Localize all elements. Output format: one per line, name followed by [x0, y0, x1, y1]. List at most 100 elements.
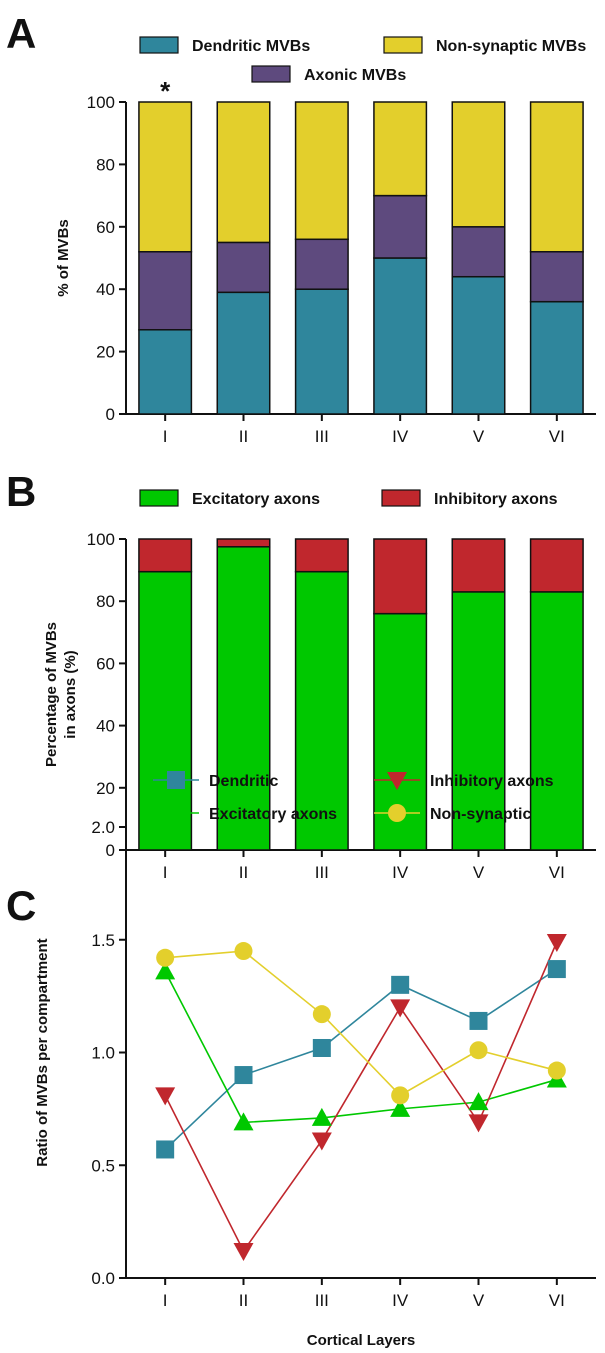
panel-a-y-tick-label: 0: [106, 405, 115, 424]
panel-a-bar-non-synaptic-mvbs: [216, 101, 271, 244]
panel-c-point-excitatory-axons: [155, 961, 176, 980]
panel-c-point-dendritic: [156, 1140, 175, 1159]
panel-c-point-inhibitory-axons: [233, 1242, 254, 1261]
panel-c-x-tick-label: VI: [549, 1291, 565, 1310]
panel-a-bar-dendritic-mvbs: [373, 257, 428, 415]
panel-b-bar-inhibitory-axons: [216, 538, 271, 548]
panel-a-bar-dendritic-mvbs: [294, 288, 349, 415]
panel-b-x-tick-label: I: [163, 863, 168, 882]
panel-a-y-tick-label: 40: [96, 280, 115, 299]
panel-c-legend-marker-non-synaptic: [388, 804, 406, 822]
panel-c-legend-label-inhibitory-axons: Inhibitory axons: [430, 773, 554, 790]
panel-c-x-tick-label: III: [315, 1291, 329, 1310]
panel-a-bar-dendritic-mvbs: [138, 329, 193, 415]
panel-c-y-tick-label: 2.0: [91, 818, 115, 837]
panel-c-legend-label-non-synaptic: Non-synaptic: [430, 806, 531, 823]
panel-c-x-tick-label: IV: [392, 1291, 409, 1310]
panel-c-point-dendritic: [312, 1038, 331, 1057]
panel-a-bar-dendritic-mvbs: [216, 291, 271, 415]
panel-c-point-non-synaptic: [312, 1005, 331, 1024]
panel-letter-b: B: [6, 468, 36, 515]
panel-b-y-tick-label: 0: [106, 841, 115, 860]
panel-b-x-tick-label: V: [473, 863, 485, 882]
panel-c-point-excitatory-axons: [390, 1098, 411, 1117]
panel-a-bar-dendritic-mvbs: [451, 275, 506, 415]
panel-c-point-inhibitory-axons: [468, 1114, 489, 1133]
panel-a-x-tick-label: II: [239, 427, 248, 446]
panel-a-legend-label-non-synaptic-mvbs: Non-synaptic MVBs: [436, 38, 586, 55]
panel-c-point-non-synaptic: [469, 1041, 488, 1060]
panel-c-y-tick-label: 0.5: [91, 1156, 115, 1175]
panel-b-y-tick-label: 20: [96, 779, 115, 798]
panel-a-bar-non-synaptic-mvbs: [451, 101, 506, 228]
panel-c-chart: 0.00.51.01.52.0I II III IV V VIDendriticExcit…: [34, 771, 596, 1349]
panel-b-legend-swatch-inhibitory-axons: [381, 489, 421, 507]
panel-a-y-tick-label: 60: [96, 218, 115, 237]
panel-a-y-tick-label: 100: [87, 93, 115, 112]
panel-c-point-excitatory-axons: [233, 1112, 254, 1131]
panel-a-bar-axonic-mvbs: [529, 251, 584, 303]
panel-letter-a: A: [6, 10, 36, 57]
panel-a-bar-non-synaptic-mvbs: [529, 101, 584, 253]
panel-c-point-excitatory-axons: [468, 1092, 489, 1111]
panel-b-bar-excitatory-axons: [529, 591, 584, 851]
panel-c-point-excitatory-axons: [311, 1107, 332, 1126]
panel-b-y-tick-label: 60: [96, 654, 115, 673]
panel-a-x-tick-label: III: [315, 427, 329, 446]
panel-c-point-dendritic: [547, 960, 566, 979]
panel-c-x-tick-label: II: [239, 1291, 248, 1310]
panel-a-legend-label-axonic-mvbs: Axonic MVBs: [304, 67, 406, 84]
panel-a-legend-swatch-dendritic-mvbs: [139, 36, 179, 54]
panel-c-point-dendritic: [234, 1066, 253, 1085]
panel-b-bar-inhibitory-axons: [451, 538, 506, 593]
panel-c-y-axis-title: Ratio of MVBs per compartment: [34, 938, 51, 1166]
panel-c-y-tick-label: 1.5: [91, 931, 115, 950]
panel-b-legend-swatch-excitatory-axons: [139, 489, 179, 507]
panel-c-legend-marker-inhibitory-axons: [387, 772, 407, 790]
panel-c-line-excitatory-axons: [164, 970, 558, 1124]
panel-a-x-tick-label: IV: [392, 427, 409, 446]
panel-c-x-tick-label: I: [163, 1291, 168, 1310]
panel-b-legend-label-inhibitory-axons: Inhibitory axons: [434, 491, 558, 508]
panel-b-y-tick-label: 80: [96, 592, 115, 611]
panel-c-point-inhibitory-axons: [155, 1087, 176, 1106]
panel-b-x-tick-label: II: [239, 863, 248, 882]
panel-b-bar-inhibitory-axons: [529, 538, 584, 593]
panel-b-bar-excitatory-axons: [451, 591, 506, 851]
panel-a-bar-axonic-mvbs: [294, 238, 349, 290]
panel-b-bar-excitatory-axons: [294, 570, 349, 851]
panel-c-y-tick-label: 0.0: [91, 1269, 115, 1288]
panel-a-bar-non-synaptic-mvbs: [373, 101, 428, 197]
panel-b-y-tick-label: 100: [87, 530, 115, 549]
panel-c-line-dendritic: [164, 968, 558, 1151]
panel-a-y-tick-label: 20: [96, 343, 115, 362]
panel-c-line-inhibitory-axons: [164, 941, 558, 1253]
panel-b-bar-excitatory-axons: [216, 546, 271, 851]
panel-b-x-tick-label: III: [315, 863, 329, 882]
panel-c-point-non-synaptic: [391, 1086, 410, 1105]
panel-b-bar-inhibitory-axons: [138, 538, 193, 573]
panel-b-x-tick-label: VI: [549, 863, 565, 882]
panel-c-point-non-synaptic: [156, 948, 175, 967]
panel-c-y-tick-label: 1.0: [91, 1044, 115, 1063]
panel-c-point-inhibitory-axons: [546, 934, 567, 953]
panel-a-x-tick-label: I: [163, 427, 168, 446]
panel-a-legend-label-dendritic-mvbs: Dendritic MVBs: [192, 38, 310, 55]
panel-b-bar-inhibitory-axons: [294, 538, 349, 573]
panel-b-legend-label-excitatory-axons: Excitatory axons: [192, 491, 320, 508]
panel-c-point-non-synaptic: [234, 942, 253, 961]
panel-b-bar-excitatory-axons: [373, 612, 428, 851]
panel-b-x-tick-label: IV: [392, 863, 409, 882]
panel-c-point-non-synaptic: [547, 1061, 566, 1080]
panel-a-bar-axonic-mvbs: [373, 194, 428, 259]
panel-a-bar-axonic-mvbs: [138, 251, 193, 331]
panel-c-point-dendritic: [391, 975, 410, 994]
panel-b-y-tick-label: 40: [96, 717, 115, 736]
panel-c-legend-marker-dendritic: [167, 771, 185, 789]
panel-a-x-tick-label: V: [473, 427, 485, 446]
panel-a-legend-swatch-non-synaptic-mvbs: [383, 36, 423, 54]
panel-c-point-dendritic: [469, 1011, 488, 1030]
